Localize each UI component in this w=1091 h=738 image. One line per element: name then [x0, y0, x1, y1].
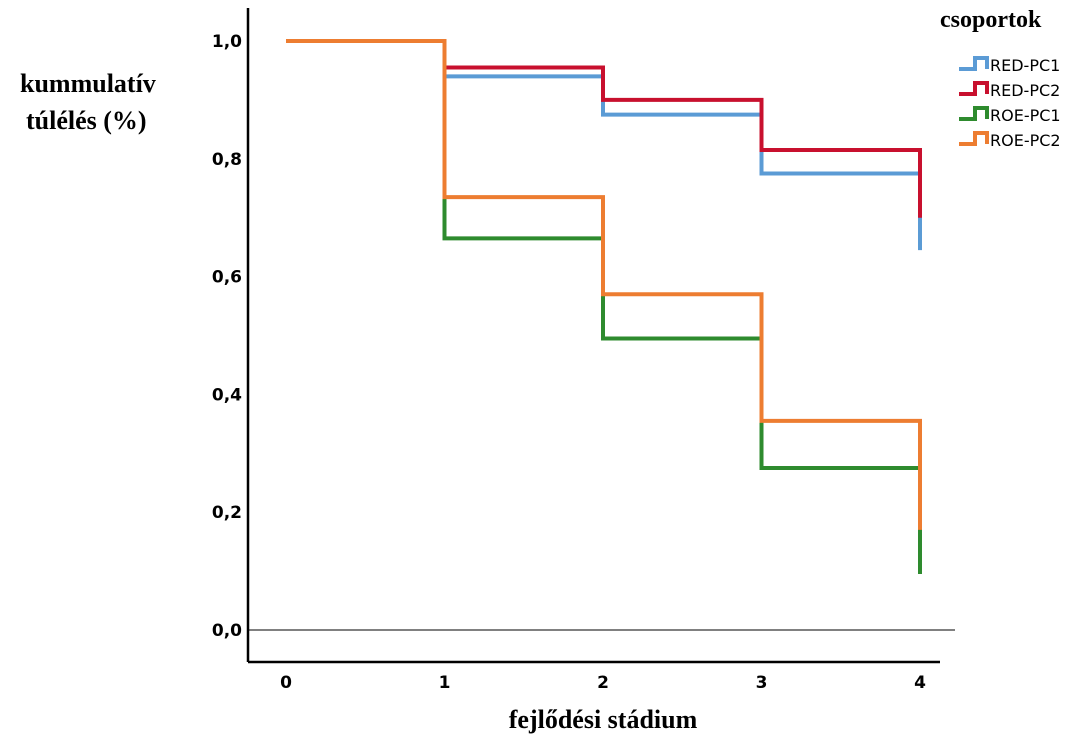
- series-line-roe-pc2: [286, 39, 922, 530]
- y-tick-label: 0,4: [212, 385, 242, 405]
- x-tick-label: 0: [280, 673, 292, 693]
- legend-swatch: [959, 56, 989, 71]
- x-tick-labels: 0 1 2 3 4: [280, 673, 926, 693]
- x-axis-title: fejlődési stádium: [509, 705, 698, 734]
- legend-label: ROE-PC2: [990, 131, 1061, 150]
- y-axis-title-line1: kummulatív: [20, 69, 156, 98]
- legend-label: RED-PC1: [990, 56, 1060, 75]
- y-tick-label: 0,0: [212, 621, 242, 641]
- legend-label: RED-PC2: [990, 81, 1060, 100]
- legend: csoportok RED-PC1 RED-PC2 ROE-PC1 ROE-PC2: [940, 7, 1061, 150]
- legend-swatch: [959, 131, 989, 146]
- x-tick-label: 1: [439, 673, 451, 693]
- x-tick-label: 4: [914, 673, 926, 693]
- y-tick-label: 0,2: [212, 503, 242, 523]
- series-line-roe-pc1: [286, 39, 922, 575]
- y-axis-title-line2: túlélés (%): [26, 106, 147, 135]
- legend-items: RED-PC1 RED-PC2 ROE-PC1 ROE-PC2: [959, 56, 1061, 150]
- y-tick-label: 1,0: [212, 32, 242, 52]
- legend-swatch: [959, 106, 989, 121]
- series-lines: [286, 39, 922, 575]
- legend-swatch: [959, 81, 989, 96]
- axes: [246, 8, 955, 664]
- x-tick-label: 3: [756, 673, 768, 693]
- y-tick-label: 0,8: [212, 150, 242, 170]
- y-tick-label: 0,6: [212, 268, 242, 288]
- y-tick-labels: 0,0 0,2 0,4 0,6 0,8 1,0: [212, 32, 242, 641]
- legend-title: csoportok: [940, 7, 1042, 33]
- legend-label: ROE-PC1: [990, 106, 1061, 125]
- series-line-red-pc2: [286, 39, 922, 218]
- x-tick-label: 2: [597, 673, 609, 693]
